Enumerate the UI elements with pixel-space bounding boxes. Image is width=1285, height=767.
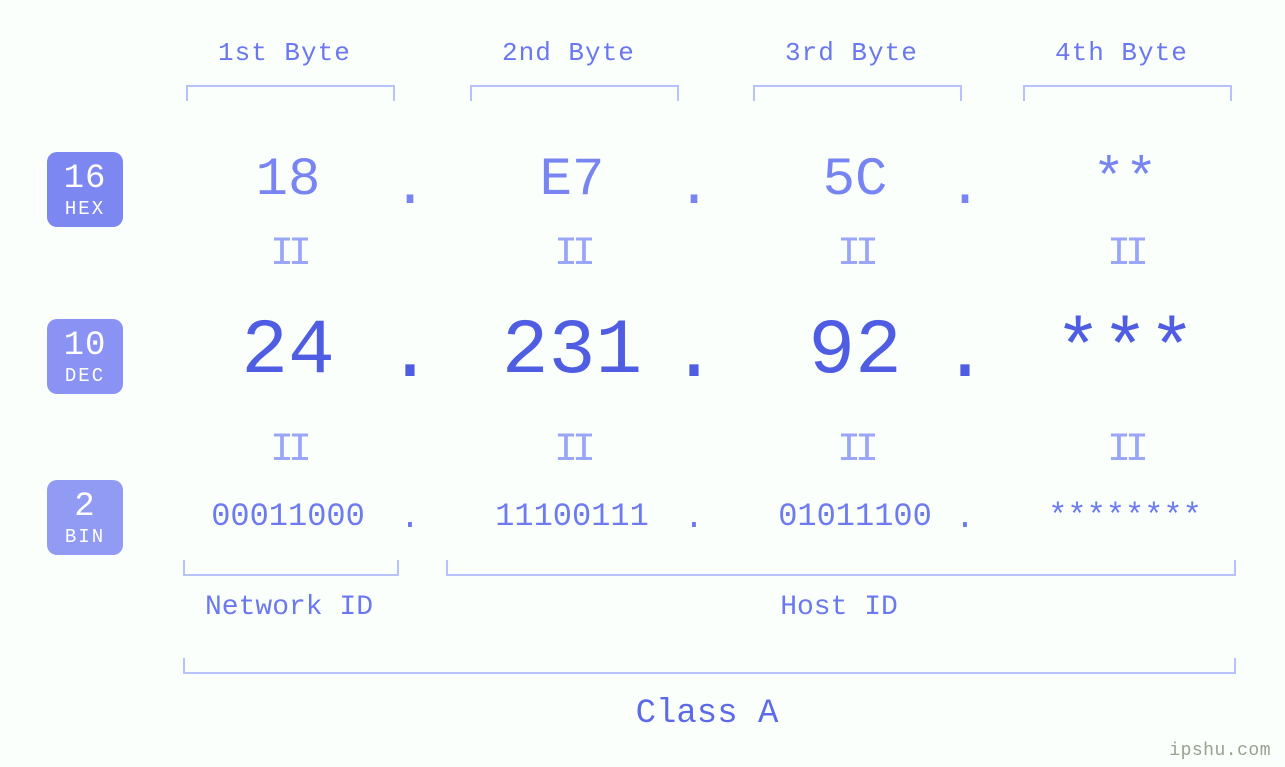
- badge-dec-base: 10: [47, 329, 123, 363]
- bin-dot-2: .: [684, 500, 704, 538]
- bin-byte-2: 11100111: [495, 498, 649, 535]
- eq-upper-4: II: [1107, 232, 1143, 277]
- dec-byte-1: 24: [241, 308, 335, 396]
- host-id-label: Host ID: [780, 592, 898, 623]
- badge-hex-name: HEX: [47, 200, 123, 219]
- class-bracket: [183, 658, 1236, 674]
- byte-label-3: 3rd Byte: [785, 38, 918, 68]
- badge-hex: 16 HEX: [47, 152, 123, 227]
- bin-byte-4: ********: [1048, 498, 1202, 535]
- byte-bracket-2: [470, 85, 679, 101]
- hex-byte-4: **: [1093, 150, 1158, 211]
- dec-dot-3: .: [941, 310, 989, 401]
- dec-byte-4: ***: [1055, 308, 1195, 396]
- eq-lower-3: II: [837, 428, 873, 473]
- watermark: ipshu.com: [1169, 741, 1271, 761]
- badge-bin: 2 BIN: [47, 480, 123, 555]
- byte-bracket-3: [753, 85, 962, 101]
- dec-byte-3: 92: [808, 308, 902, 396]
- eq-upper-2: II: [554, 232, 590, 277]
- host-bracket: [446, 560, 1236, 576]
- eq-lower-1: II: [270, 428, 306, 473]
- bin-dot-1: .: [400, 500, 420, 538]
- bin-dot-3: .: [955, 500, 975, 538]
- byte-label-4: 4th Byte: [1055, 38, 1188, 68]
- eq-lower-2: II: [554, 428, 590, 473]
- badge-dec-name: DEC: [47, 367, 123, 386]
- byte-label-1: 1st Byte: [218, 38, 351, 68]
- network-id-label: Network ID: [205, 592, 373, 623]
- hex-byte-1: 18: [256, 150, 321, 211]
- hex-dot-3: .: [948, 156, 983, 221]
- dec-dot-1: .: [386, 310, 434, 401]
- bin-byte-1: 00011000: [211, 498, 365, 535]
- class-label: Class A: [636, 695, 779, 733]
- byte-bracket-1: [186, 85, 395, 101]
- hex-byte-3: 5C: [823, 150, 888, 211]
- badge-hex-base: 16: [47, 162, 123, 196]
- badge-bin-name: BIN: [47, 528, 123, 547]
- hex-dot-1: .: [393, 156, 428, 221]
- byte-bracket-4: [1023, 85, 1232, 101]
- byte-label-2: 2nd Byte: [502, 38, 635, 68]
- eq-lower-4: II: [1107, 428, 1143, 473]
- hex-dot-2: .: [677, 156, 712, 221]
- eq-upper-1: II: [270, 232, 306, 277]
- bin-byte-3: 01011100: [778, 498, 932, 535]
- dec-dot-2: .: [670, 310, 718, 401]
- hex-byte-2: E7: [540, 150, 605, 211]
- eq-upper-3: II: [837, 232, 873, 277]
- badge-bin-base: 2: [47, 490, 123, 524]
- network-bracket: [183, 560, 399, 576]
- dec-byte-2: 231: [502, 308, 642, 396]
- badge-dec: 10 DEC: [47, 319, 123, 394]
